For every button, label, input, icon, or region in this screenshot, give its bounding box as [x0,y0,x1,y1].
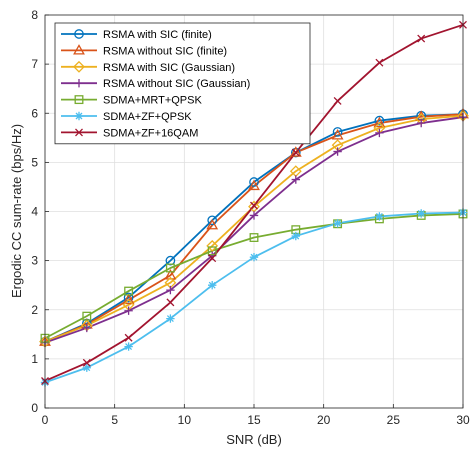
x-tick-label: 20 [317,413,331,427]
y-tick-label: 4 [31,205,38,219]
data-point-4 [375,128,384,138]
data-point-6 [166,314,175,323]
data-point-4 [249,211,259,220]
legend-label: RSMA with SIC (finite) [103,29,212,41]
data-point-1 [207,215,218,226]
y-tick-label: 7 [31,57,38,71]
x-tick-label: 30 [456,413,470,427]
data-point-1 [249,177,259,187]
x-tick-label: 15 [247,413,261,427]
y-tick-label: 5 [31,155,38,169]
data-point-7 [333,97,342,105]
data-point-5 [124,286,134,296]
data-point-4 [333,147,342,156]
legend-box [54,22,311,145]
legend-marker [75,128,83,137]
legend: RSMA with SIC (finite) RSMA without SIC (… [54,22,311,145]
legend-label: SDMA+MRT+QPSK [103,95,202,107]
data-point-2 [289,146,302,157]
data-point-6 [375,212,384,221]
legend-marker [74,95,84,105]
data-point-2 [122,293,135,305]
y-tick-label: 8 [31,8,38,22]
data-point-2 [164,269,177,280]
y-tick-label: 3 [31,254,38,268]
data-point-6 [249,252,259,262]
legend-marker [73,44,85,55]
data-point-1 [123,292,134,303]
data-point-7 [375,58,384,67]
tick-labels: 0 5 10 15 20 25 30 0 1 2 3 4 5 6 7 8 [31,8,470,427]
data-point-1 [374,115,385,126]
data-point-6 [208,280,217,290]
data-point-2 [248,179,260,191]
data-point-7 [166,298,175,307]
data-point-5 [165,263,175,273]
legend-marker [74,29,84,39]
y-axis-title: Ergodic CC sum-rate (bps/Hz) [9,124,24,298]
series-line-5 [44,213,464,340]
data-point-7 [208,254,217,263]
data-point-4 [417,118,426,128]
legend-label: SDMA+ZF+16QAM [103,127,198,139]
data-point-7 [291,148,300,157]
x-axis-title: SNR (dB) [226,432,282,447]
legend-marker [73,60,85,73]
legend-label: RSMA without SIC (finite) [103,45,227,57]
data-point-5 [249,233,259,242]
y-tick-label: 2 [31,303,38,317]
data-point-6 [82,363,91,372]
series-markers [39,20,469,387]
y-tick-label: 6 [31,106,38,120]
x-tick-label: 10 [178,413,192,427]
data-point-2 [373,116,386,128]
data-point-4 [82,323,91,333]
data-point-5 [82,311,92,321]
data-point-7 [124,333,133,342]
data-point-6 [291,231,300,241]
data-point-3 [206,239,219,252]
data-point-5 [207,246,217,256]
data-point-2 [331,129,344,140]
data-point-4 [124,306,133,315]
data-point-2 [206,218,219,230]
data-point-7 [250,201,258,210]
data-point-1 [332,127,343,137]
legend-marker [74,111,84,121]
data-point-4 [291,175,300,184]
data-point-7 [417,34,426,43]
x-tick-label: 5 [111,413,118,427]
x-tick-label: 25 [387,413,401,427]
data-point-4 [166,285,175,295]
legend-marker [74,79,84,88]
y-tick-label: 1 [31,352,38,366]
legend-label: SDMA+ZF+QPSK [103,111,192,123]
data-point-6 [333,219,342,228]
data-point-6 [124,342,133,351]
data-point-6 [417,209,426,218]
y-tick-label: 0 [31,401,38,415]
x-tick-label: 0 [42,413,49,427]
legend-label: RSMA with SIC (Gaussian) [103,62,235,74]
legend-label: RSMA without SIC (Gaussian) [103,78,250,90]
data-point-7 [82,358,91,367]
axis-ticks [44,14,464,409]
